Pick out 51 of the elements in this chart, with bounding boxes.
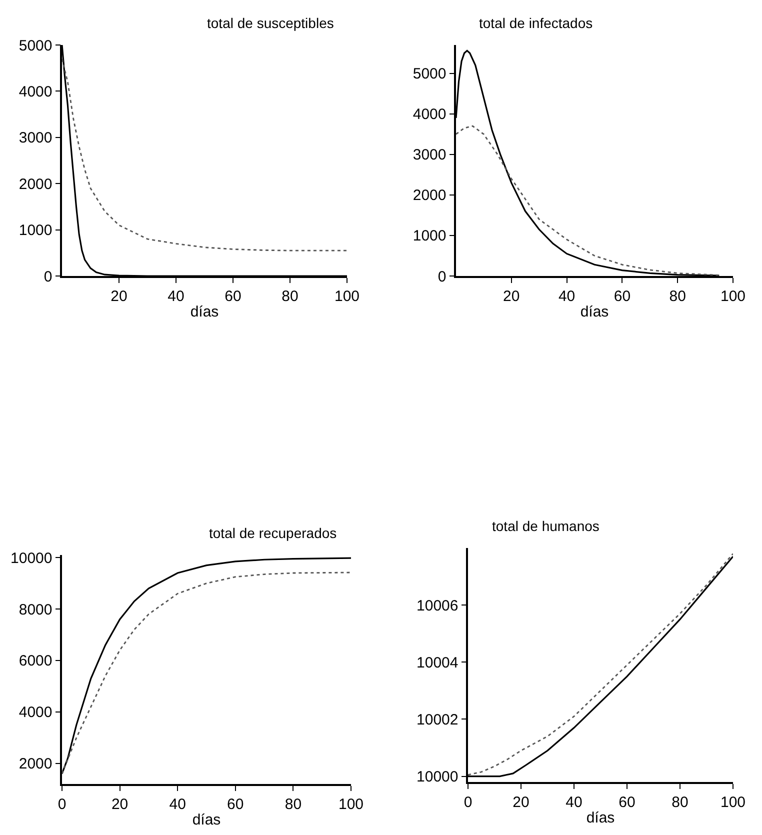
chart-title: total de recuperados xyxy=(209,525,337,541)
x-axis-title: días xyxy=(586,809,615,826)
x-tick-label: 60 xyxy=(618,794,636,811)
y-tick-label: 1000 xyxy=(412,228,446,245)
y-tick-label: 10000 xyxy=(416,768,458,786)
y-tick-label: 3000 xyxy=(412,146,446,164)
y-tick-label: 2000 xyxy=(18,756,52,773)
x-tick-label: 60 xyxy=(614,288,631,305)
x-tick-label: 100 xyxy=(334,288,360,305)
x-tick-label: 40 xyxy=(169,796,186,813)
chart-title: total de susceptibles xyxy=(207,15,334,31)
chart-title: total de infectados xyxy=(479,15,593,31)
y-tick-label: 10000 xyxy=(10,550,52,567)
x-tick-label: 40 xyxy=(558,288,576,305)
y-tick-label: 0 xyxy=(44,268,52,286)
y-tick-label: 4000 xyxy=(18,83,52,100)
y-tick-label: 10006 xyxy=(416,597,458,614)
x-tick-label: 40 xyxy=(168,288,184,305)
y-tick-label: 1000 xyxy=(18,222,52,240)
x-tick-label: 100 xyxy=(720,794,746,811)
x-tick-label: 60 xyxy=(227,796,244,813)
y-tick-label: 10004 xyxy=(416,654,458,672)
x-tick-label: 40 xyxy=(566,794,582,811)
x-axis-title: días xyxy=(580,303,609,320)
y-tick-label: 2000 xyxy=(18,176,52,193)
x-tick-label: 100 xyxy=(720,288,746,305)
y-tick-label: 3000 xyxy=(18,130,52,147)
x-tick-label: 20 xyxy=(111,796,128,813)
chart-title: total de humanos xyxy=(492,518,600,534)
x-tick-label: 100 xyxy=(338,796,364,813)
x-tick-label: 20 xyxy=(110,288,128,305)
y-tick-label: 4000 xyxy=(412,106,446,124)
x-axis-title: días xyxy=(190,303,219,320)
x-tick-label: 80 xyxy=(284,796,302,813)
y-tick-label: 6000 xyxy=(18,652,52,670)
x-tick-label: 20 xyxy=(503,288,520,305)
x-tick-label: 0 xyxy=(464,794,472,811)
y-tick-label: 2000 xyxy=(412,187,446,204)
y-tick-label: 4000 xyxy=(18,704,52,722)
x-tick-label: 20 xyxy=(512,794,530,811)
x-tick-label: 0 xyxy=(58,796,66,813)
y-tick-label: 10002 xyxy=(416,711,458,728)
x-tick-label: 80 xyxy=(672,794,688,811)
x-tick-label: 80 xyxy=(282,288,298,305)
x-tick-label: 80 xyxy=(669,288,686,305)
x-tick-label: 60 xyxy=(224,288,242,305)
y-tick-label: 5000 xyxy=(18,37,52,54)
y-tick-label: 8000 xyxy=(18,601,52,618)
y-tick-label: 5000 xyxy=(412,66,446,83)
x-axis-title: días xyxy=(192,811,221,828)
y-tick-label: 0 xyxy=(438,268,446,286)
